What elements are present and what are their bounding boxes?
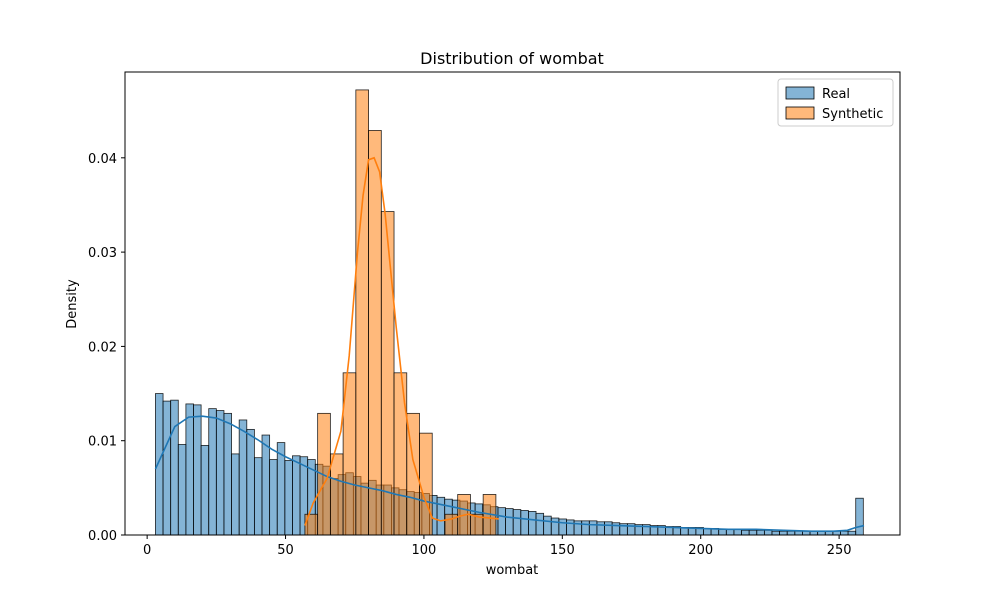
x-axis-title: wombat [486,563,539,578]
real-bar [231,453,240,536]
real-bar [436,496,446,536]
real-bar [779,530,788,536]
real-bar [550,517,560,536]
real-bar [512,509,522,536]
real-bar [588,520,598,536]
real-bar [162,400,172,536]
real-bar [596,521,605,536]
legend-label-real: Real [822,87,850,102]
synthetic-bar [329,453,344,536]
x-tick-label: 150 [550,543,575,558]
chart-title: Distribution of wombat [420,49,604,68]
real-kde-line [154,415,865,533]
real-bar [604,521,613,536]
synthetic-bar [419,432,433,536]
real-bar [763,529,773,536]
synthetic-bar [304,513,319,536]
real-bar [840,530,849,536]
real-bar [535,512,545,536]
real-bar [786,530,796,536]
real-bar [528,511,537,536]
x-tick-label: 50 [277,543,294,558]
real-bar [725,528,735,536]
real-bar [520,510,529,536]
real-bar [253,457,263,536]
plot-area: 0 50 100 150 200 250 0.00 0.01 0.02 0.03 0.04 Real S… [88,71,901,558]
real-bar [269,459,278,536]
real-bar [261,434,271,536]
real-bar [611,522,621,536]
x-tick-label: 100 [412,543,437,558]
x-tick-label: 250 [827,543,852,558]
real-bar [170,399,179,536]
real-bar [847,530,857,536]
real-bar [794,530,803,536]
real-bar [771,530,780,536]
synthetic-bar [355,89,369,536]
legend-swatch-real [785,86,815,100]
real-bar [284,460,293,536]
synthetic-kde-line [304,156,499,526]
synthetic-bar [368,130,382,536]
y-tick-label: 0.00 [88,529,117,544]
real-bar [741,529,750,536]
real-bar [177,444,187,536]
synthetic-bar [393,372,408,536]
axes-frame [124,71,901,536]
real-bar [497,507,506,536]
real-bar [855,497,864,536]
real-bar [193,404,202,536]
real-bar [566,519,575,536]
y-tick-label: 0.03 [88,246,117,261]
real-bar [505,508,514,536]
real-bar [200,445,210,536]
real-bar [208,408,217,536]
real-bar [543,515,552,536]
real-bar [155,393,164,536]
y-tick-label: 0.01 [88,435,117,450]
real-bar [748,529,758,536]
real-bar [756,529,765,536]
real-bar [558,518,567,536]
real-bar [238,419,248,536]
y-axis-title: Density [65,279,80,329]
real-bar [185,403,194,536]
legend-label-synthetic: Synthetic [822,107,883,122]
real-bar [292,455,301,536]
legend-swatch-synthetic [785,106,815,120]
y-tick-label: 0.02 [88,340,117,355]
real-bar [733,528,742,536]
x-tick-label: 200 [688,543,713,558]
real-bar [223,412,232,536]
real-bar [581,520,590,536]
x-tick-label: 0 [143,543,151,558]
real-bar [246,428,255,536]
real-bar [718,528,727,536]
y-tick-label: 0.04 [88,152,117,167]
synthetic-bar [380,211,395,536]
real-bar [215,410,225,536]
